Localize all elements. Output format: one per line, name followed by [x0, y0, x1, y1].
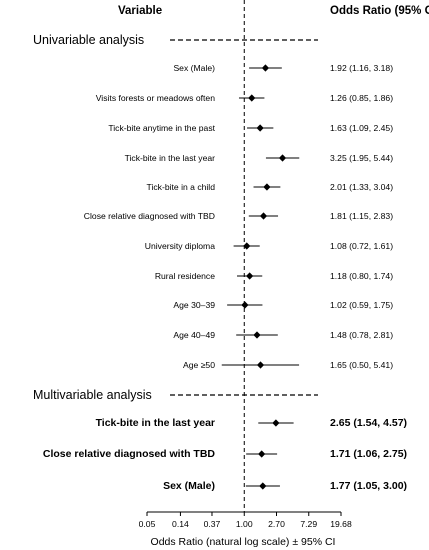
row-label: Sex (Male): [173, 63, 215, 73]
row-label: University diploma: [145, 241, 215, 251]
section-title-univariable: Univariable analysis: [33, 33, 144, 47]
header-odds-ratio: Odds Ratio (95% CI): [330, 5, 429, 17]
x-tick-label: 2.70: [268, 519, 285, 529]
row-label: Age 30–39: [173, 300, 215, 310]
row-value: 1.65 (0.50, 5.41): [330, 360, 393, 370]
x-axis-title: Odds Ratio (natural log scale) ± 95% CI: [151, 536, 336, 548]
odds-ratio-marker: [241, 301, 249, 309]
x-tick-label: 7.29: [300, 519, 317, 529]
odds-ratio-marker: [278, 154, 287, 162]
odds-ratio-marker: [243, 242, 251, 250]
row-value: 1.26 (0.85, 1.86): [330, 93, 393, 103]
x-tick-label: 0.14: [172, 519, 189, 529]
odds-ratio-marker: [261, 64, 270, 72]
odds-ratio-marker: [248, 94, 256, 102]
row-label: Tick-bite in a child: [147, 182, 216, 192]
row-value: 1.92 (1.16, 3.18): [330, 63, 393, 73]
odds-ratio-marker: [246, 272, 254, 280]
odds-ratio-marker: [258, 450, 266, 458]
x-tick-label: 1.00: [236, 519, 253, 529]
row-value: 2.65 (1.54, 4.57): [330, 417, 407, 429]
x-tick-label: 0.37: [204, 519, 221, 529]
x-tick-label: 0.05: [139, 519, 156, 529]
odds-ratio-marker: [259, 482, 267, 490]
row-label: Rural residence: [155, 271, 215, 281]
row-label: Visits forests or meadows often: [96, 93, 215, 103]
row-label: Age 40–49: [173, 330, 215, 340]
row-label: Tick-bite in the last year: [125, 153, 216, 163]
row-label: Tick-bite in the last year: [96, 417, 215, 429]
row-value: 1.63 (1.09, 2.45): [330, 123, 393, 133]
odds-ratio-marker: [253, 331, 261, 339]
row-value: 1.08 (0.72, 1.61): [330, 241, 393, 251]
x-tick-label: 19.68: [330, 519, 352, 529]
odds-ratio-marker: [256, 361, 265, 369]
row-label: Sex (Male): [163, 480, 215, 492]
row-value: 1.48 (0.78, 2.81): [330, 330, 393, 340]
row-label: Age ≥50: [183, 360, 215, 370]
row-value: 2.01 (1.33, 3.04): [330, 182, 393, 192]
odds-ratio-marker: [259, 212, 268, 220]
odds-ratio-marker: [272, 419, 280, 427]
x-axis-ticks: 0.05 0.14 0.37 1.00 2.70 7.29 19.68: [139, 512, 352, 529]
odds-ratio-marker: [256, 124, 264, 132]
forest-rows: Sex (Male) 1.92 (1.16, 3.18) Visits forest…: [43, 63, 407, 492]
row-value: 1.77 (1.05, 3.00): [330, 480, 407, 492]
header-variable: Variable: [118, 5, 162, 17]
row-value: 1.18 (0.80, 1.74): [330, 271, 393, 281]
row-label: Close relative diagnosed with TBD: [43, 448, 216, 460]
row-value: 1.81 (1.15, 2.83): [330, 211, 393, 221]
row-value: 1.71 (1.06, 2.75): [330, 448, 407, 460]
row-value: 3.25 (1.95, 5.44): [330, 153, 393, 163]
row-value: 1.02 (0.59, 1.75): [330, 300, 393, 310]
row-label: Tick-bite anytime in the past: [108, 123, 215, 133]
row-label: Close relative diagnosed with TBD: [84, 211, 215, 221]
section-title-multivariable: Multivariable analysis: [33, 388, 152, 402]
odds-ratio-marker: [263, 183, 271, 191]
